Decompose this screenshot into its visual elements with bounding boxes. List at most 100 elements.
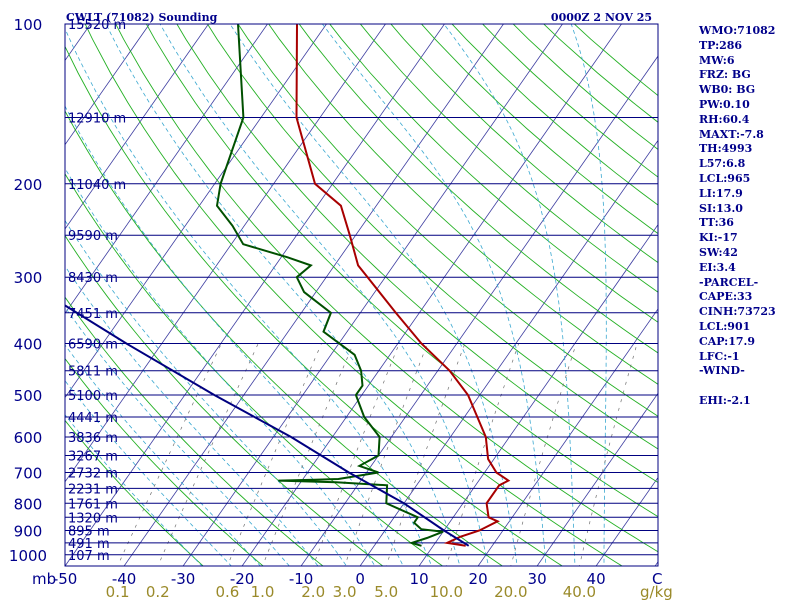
- height-label: 3836 m: [68, 431, 118, 446]
- dry-adiabat-line: [65, 234, 384, 566]
- temperature-tick-label: 30: [528, 570, 547, 588]
- height-label: 11040 m: [68, 178, 126, 193]
- stat-line: LCL:901: [699, 319, 751, 333]
- pressure-tick-label: 700: [14, 465, 43, 483]
- dry-adiabat-line: [84, 24, 623, 566]
- mixing-ratio-line: [227, 343, 322, 566]
- chart-datetime: 0000Z 2 NOV 25: [551, 11, 652, 24]
- height-label: 15520 m: [68, 18, 126, 33]
- temperature-tick-label: -40: [112, 570, 137, 588]
- isotherm-line: [123, 24, 504, 566]
- dry-adiabat-line: [65, 419, 204, 566]
- isotherm-line: [65, 24, 268, 314]
- isotherm-line: [300, 55, 658, 566]
- height-label: 12910 m: [68, 112, 126, 127]
- sounding-traces: [65, 24, 511, 547]
- height-label: 2231 m: [68, 482, 118, 497]
- dry-adiabat-line: [268, 24, 658, 385]
- height-label: 491 m: [68, 537, 110, 552]
- stat-line: MW:6: [699, 53, 735, 67]
- mixing-ratio-unit-label: g/kg: [640, 583, 673, 600]
- dry-adiabat-line: [176, 24, 658, 483]
- height-label: 7451 m: [68, 307, 118, 322]
- moist-adiabat-line: [570, 24, 607, 566]
- isotherm-line: [418, 224, 658, 566]
- stat-line: LI:17.9: [699, 186, 743, 200]
- mixing-ratio-label: 40.0: [563, 583, 596, 600]
- pressure-tick-label: 500: [14, 387, 43, 405]
- height-label: 8430 m: [68, 271, 118, 286]
- dry-adiabat-line: [237, 24, 658, 417]
- dry-adiabat-line: [298, 24, 658, 354]
- height-label: 5100 m: [68, 389, 118, 404]
- stat-line: TP:286: [699, 38, 743, 52]
- mixing-ratio-label: 0.1: [106, 583, 130, 600]
- temperature-tick-label: 0: [355, 570, 365, 588]
- mixing-ratio-line: [117, 343, 222, 566]
- height-labels: 15520 m 12910 m 11040 m 9590 m 8430 m 7451 m 6…: [68, 18, 126, 564]
- height-label: 895 m: [68, 525, 110, 540]
- plot-frame: [64, 23, 659, 567]
- height-label: 107 m: [68, 549, 110, 564]
- isotherm-line: [595, 476, 658, 566]
- temperature-tick-label: 10: [410, 570, 429, 588]
- mixing-ratio-line: [344, 343, 428, 566]
- pressure-tick-label: 1000: [9, 547, 47, 565]
- moist-adiabat-line: [159, 24, 489, 566]
- isotherm-line: [477, 308, 658, 566]
- mixing-ratio-label: 5.0: [374, 583, 398, 600]
- temperature-trace: [295, 24, 511, 547]
- parcel-trace: [65, 304, 470, 547]
- dry-adiabat-line: [390, 24, 658, 264]
- isotherm-line: [65, 24, 209, 230]
- pressure-tick-labels: 100 200 300 400 500 600 700 800 900 1000: [9, 16, 47, 565]
- stat-line: EI:3.4: [699, 260, 736, 274]
- isotherm-line: [359, 139, 658, 566]
- dewpoint-trace: [215, 24, 444, 547]
- mixing-ratio-labels: 0.1 0.2 0.6 1.0 2.0 3.0 5.0 10.0 20.0 40.0: [106, 583, 596, 600]
- isotherm-line: [65, 24, 386, 483]
- stat-line: CAP:17.9: [699, 334, 756, 348]
- stat-line: -PARCEL-: [699, 275, 759, 289]
- moist-adiabat-line: [443, 24, 576, 566]
- pressure-tick-label: 200: [14, 176, 43, 194]
- stat-line: PW:0.10: [699, 97, 750, 111]
- isotherm-line: [65, 24, 327, 399]
- pressure-tick-label: 800: [14, 495, 43, 513]
- isotherm-line: [536, 392, 658, 566]
- stat-line: WB0: BG: [699, 83, 756, 97]
- pressure-axis-label: mb: [32, 570, 56, 588]
- dry-adiabat-line: [65, 357, 264, 566]
- stat-line: TT:36: [699, 216, 734, 230]
- mixing-ratio-label: 3.0: [333, 583, 357, 600]
- mixing-ratio-line: [262, 343, 354, 566]
- pressure-tick-label: 100: [14, 16, 43, 34]
- stat-line: MAXT:-7.8: [699, 127, 764, 141]
- dry-adiabat-line: [65, 296, 324, 566]
- temperature-tick-label: 20: [469, 570, 488, 588]
- height-label: 9590 m: [68, 229, 118, 244]
- mixing-ratio-label: 0.2: [146, 583, 170, 600]
- pressure-tick-label: 600: [14, 429, 43, 447]
- pressure-tick-label: 300: [14, 269, 43, 287]
- dry-adiabat-line: [329, 24, 658, 323]
- height-label: 1761 m: [68, 497, 118, 512]
- mixing-ratio-label: 0.6: [215, 583, 239, 600]
- temperature-tick-label: 40: [587, 570, 606, 588]
- stat-line: -WIND-: [699, 364, 745, 378]
- stat-line: L57:6.8: [699, 157, 746, 171]
- stat-line: LFC:-1: [699, 349, 740, 363]
- moist-adiabat-line: [65, 105, 404, 566]
- stat-line: EHI:-2.1: [699, 393, 751, 407]
- pressure-tick-label: 900: [14, 523, 43, 541]
- stat-line: SW:42: [699, 245, 738, 259]
- dry-adiabat-line: [65, 172, 444, 566]
- stat-line: [699, 379, 799, 394]
- temperature-tick-label: -10: [289, 570, 314, 588]
- mixing-ratio-line: [312, 343, 400, 566]
- height-label: 2732 m: [68, 467, 118, 482]
- stat-line: TH:4993: [699, 142, 753, 156]
- dry-adiabat-line: [206, 24, 658, 450]
- stat-line: CAPE:33: [699, 290, 753, 304]
